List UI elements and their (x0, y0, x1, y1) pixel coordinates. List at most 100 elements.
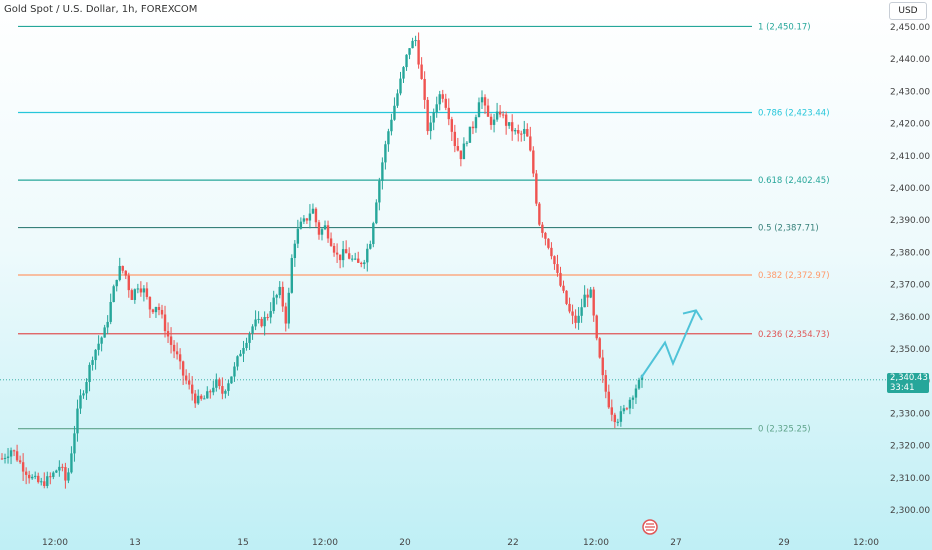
candle-body (595, 315, 598, 339)
candle-body (127, 275, 130, 291)
fib-level-label: 0.382 (2,372.97) (758, 271, 830, 281)
candle-body (474, 117, 478, 129)
candle-body (181, 361, 185, 376)
candle-body (604, 375, 607, 392)
candle-body (592, 289, 595, 316)
candle-body (166, 331, 170, 337)
candle-body (390, 119, 393, 132)
candle-body (417, 40, 420, 65)
candle-body (628, 399, 632, 409)
candle-body (151, 309, 155, 313)
candle-body (203, 398, 206, 400)
candle-body (341, 249, 345, 261)
candle-body (589, 289, 592, 298)
candle-body (94, 349, 97, 361)
candle-body (251, 326, 254, 334)
x-tick-label: 12:00 (312, 538, 338, 548)
candle-body (423, 78, 426, 100)
candle-body (450, 119, 454, 132)
candle-body (338, 254, 342, 261)
candle-body (335, 252, 339, 255)
currency-button[interactable]: USD (889, 2, 927, 20)
candle-body (465, 142, 469, 144)
candle-body (432, 112, 435, 123)
candle-body (580, 307, 583, 316)
x-tick-label: 12:00 (42, 538, 68, 548)
candle-body (67, 472, 70, 481)
candle-body (468, 126, 472, 143)
candle-body (40, 481, 43, 483)
candle-body (550, 247, 553, 257)
candle-body (85, 382, 88, 394)
candle-body (160, 309, 164, 315)
candle-body (387, 131, 390, 145)
candle-body (49, 476, 52, 478)
candle-body (103, 327, 106, 338)
candle-body (320, 229, 324, 235)
fibonacci-retracement[interactable]: 1 (2,450.17) 0.786 (2,423.44) 0.618 (2,402… (18, 22, 830, 435)
y-tick-label: 2,310.00 (890, 474, 930, 484)
candle-body (61, 466, 64, 468)
candle-body (459, 150, 463, 160)
arrow-head (682, 309, 703, 321)
candle-body (384, 144, 387, 163)
y-tick-label: 2,360.00 (890, 313, 930, 323)
candle-body (121, 265, 124, 271)
candle-body (311, 208, 315, 214)
candle-body (242, 347, 245, 354)
candle-body (480, 97, 484, 103)
x-tick-label: 15 (237, 538, 248, 548)
projection-arrow[interactable] (640, 309, 703, 379)
candle-body (532, 150, 535, 174)
x-tick-label: 27 (670, 538, 681, 548)
y-tick-label: 2,370.00 (890, 281, 930, 291)
candle-body (154, 306, 158, 313)
candle-body (79, 395, 82, 409)
candle-body (97, 343, 100, 350)
candle-body (221, 386, 224, 394)
candle-body (209, 391, 212, 393)
candle-body (372, 223, 375, 245)
candle-body (553, 256, 556, 265)
x-tick-label: 12:00 (853, 538, 879, 548)
candle-body (559, 272, 562, 286)
candle-body (535, 173, 538, 204)
y-tick-label: 2,450.00 (890, 23, 930, 33)
y-tick-label: 2,300.00 (890, 506, 930, 516)
candle-body (507, 122, 511, 126)
candle-body (429, 122, 432, 132)
candle-body (106, 321, 109, 328)
candle-body (323, 225, 327, 230)
candle-body (70, 453, 73, 473)
candle-body (477, 102, 481, 118)
candle-body (212, 387, 215, 393)
x-tick-label: 20 (399, 538, 411, 548)
candle-body (284, 306, 287, 324)
candle-body (517, 130, 520, 134)
time-axis[interactable]: 12:00 13 15 12:00 20 22 12:00 27 29 12:00 (42, 538, 879, 548)
candle-body (46, 476, 49, 486)
candle-body (526, 128, 529, 137)
candle-body (293, 243, 297, 259)
candle-body (163, 314, 167, 332)
candle-body (435, 104, 438, 113)
candle-body (616, 421, 620, 423)
candle-body (504, 114, 508, 126)
y-tick-label: 2,410.00 (890, 152, 930, 162)
candle-body (625, 408, 629, 410)
candle-body (598, 338, 601, 358)
price-axis[interactable]: 2,300.002,310.002,320.002,330.002,340.00… (890, 23, 930, 516)
candle-body (492, 119, 496, 125)
candle-body (254, 319, 257, 327)
candle-body (586, 294, 589, 298)
candle-body (520, 133, 523, 135)
y-tick-label: 2,350.00 (890, 345, 930, 355)
candle-body (124, 270, 127, 276)
candle-body (263, 317, 266, 327)
candle-body (347, 253, 351, 259)
candle-body (510, 122, 514, 132)
candle-body (399, 78, 402, 94)
candle-body (305, 218, 309, 221)
candle-body (266, 317, 269, 319)
